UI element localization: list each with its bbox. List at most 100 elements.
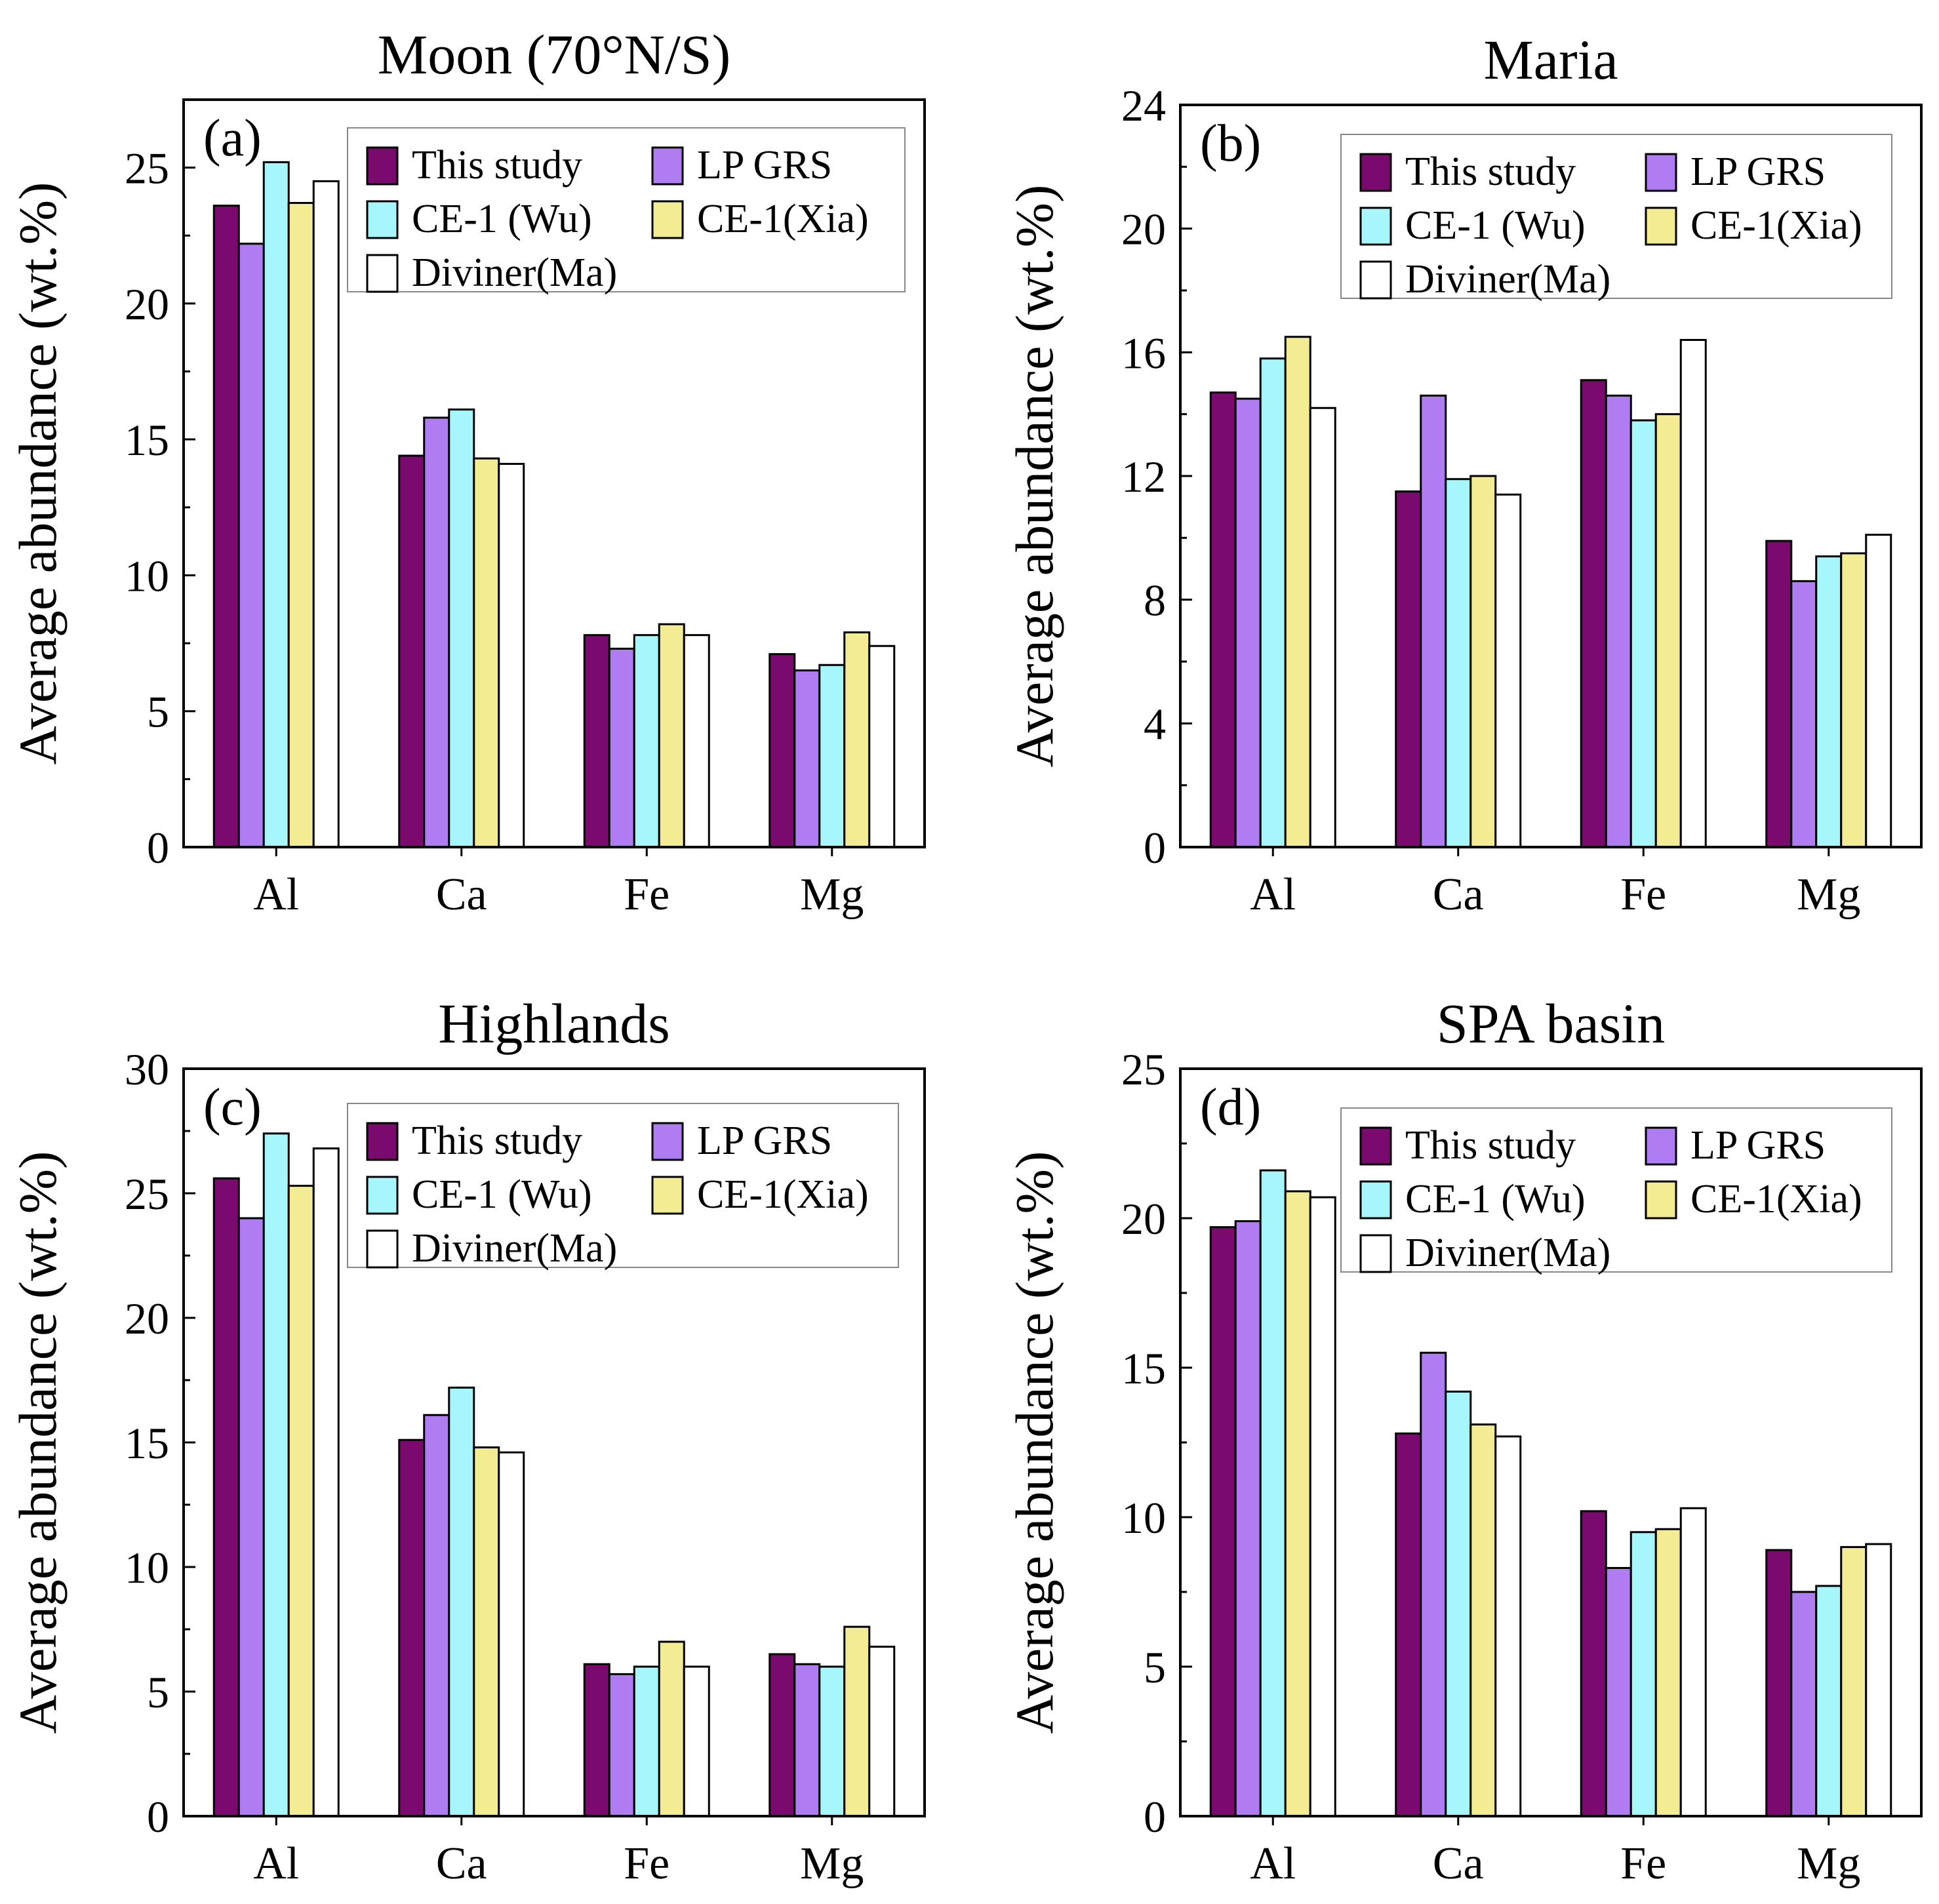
y-axis-label: Average abundance (wt.%) <box>8 182 68 765</box>
bar <box>1395 490 1422 848</box>
y-tick-label: 0 <box>1144 1792 1166 1842</box>
legend-label: CE-1 (Wu) <box>1405 203 1586 248</box>
bar <box>608 1673 635 1817</box>
bar <box>1395 1432 1422 1817</box>
bar <box>1679 1507 1707 1817</box>
legend-swatch <box>1359 153 1392 192</box>
bar <box>262 1132 290 1817</box>
bar <box>398 1438 426 1817</box>
bar <box>1209 391 1237 848</box>
bar <box>237 1217 265 1817</box>
legend-swatch <box>651 1122 684 1161</box>
y-tick-label: 0 <box>147 1792 169 1842</box>
legend-label: This study <box>412 1119 582 1163</box>
y-tick-label: 20 <box>125 279 169 329</box>
chart-title: Maria <box>1483 28 1618 91</box>
chart-panel: Highlands Average abundance (wt.%) Al Ca Fe M… <box>8 992 926 1889</box>
y-tick-label: 15 <box>125 1418 169 1468</box>
y-tick-label: 5 <box>147 1667 169 1717</box>
legend-swatch <box>366 200 399 239</box>
chart-title: Highlands <box>438 992 670 1055</box>
x-tick-label: Fe <box>1620 1838 1666 1889</box>
legend-swatch <box>1359 1180 1392 1220</box>
x-tick-label: Ca <box>1433 1838 1484 1889</box>
bar <box>1580 1510 1607 1817</box>
legend-label: CE-1 (Wu) <box>1405 1177 1586 1221</box>
legend-swatch <box>1645 153 1677 192</box>
bar <box>633 1665 660 1817</box>
legend-frame <box>1340 134 1892 299</box>
bar <box>843 631 871 848</box>
bar <box>1765 1549 1793 1817</box>
bar <box>1840 552 1868 848</box>
x-tick-label: Fe <box>1620 869 1666 920</box>
bar <box>212 1177 240 1817</box>
bar <box>658 623 685 848</box>
bar <box>868 645 896 848</box>
bar <box>1259 1169 1287 1817</box>
chart-title: SPA basin <box>1437 992 1665 1055</box>
legend: This study LP GRS CE-1 (Wu) CE-1(Xia) Divine… <box>1340 134 1892 302</box>
bar <box>583 634 610 848</box>
bar <box>818 664 846 848</box>
y-axis-label: Average abundance (wt.%) <box>1005 1151 1064 1734</box>
bar <box>1494 1435 1522 1817</box>
legend-swatch <box>651 146 684 186</box>
panel-label: (a) <box>203 109 262 167</box>
bar <box>1469 1423 1497 1817</box>
x-tick-label: Al <box>253 1838 299 1889</box>
legend-label: Diviner(Ma) <box>412 1226 617 1271</box>
bar <box>287 1185 315 1817</box>
bar <box>423 1414 450 1817</box>
bar <box>473 457 500 848</box>
bar <box>583 1663 610 1817</box>
chart-panel: Maria Average abundance (wt.%) Al Ca Fe Mg 0 4 8… <box>1005 28 1923 920</box>
plot-frame <box>1179 104 1923 848</box>
legend-swatch <box>366 1176 399 1215</box>
bar <box>1234 397 1262 848</box>
legend-label: This study <box>1405 149 1576 194</box>
y-tick-label: 0 <box>1144 823 1166 873</box>
legend-swatch <box>1645 207 1677 246</box>
bar <box>1865 534 1892 848</box>
bar <box>1209 1226 1237 1817</box>
bar <box>658 1640 685 1817</box>
bar <box>1469 475 1497 848</box>
chart-panel: Moon (70°N/S) Average abundance (wt.%) Al C… <box>8 23 926 920</box>
x-tick-label: Mg <box>1797 869 1860 920</box>
x-tick-label: Ca <box>436 869 487 920</box>
y-axis-label: Average abundance (wt.%) <box>8 1151 68 1734</box>
legend-label: LP GRS <box>697 1119 832 1163</box>
bar <box>818 1665 846 1817</box>
bar <box>1765 540 1793 848</box>
bar <box>769 653 796 848</box>
legend-swatch <box>651 200 684 239</box>
bar <box>1654 413 1682 848</box>
legend-frame <box>347 1103 899 1268</box>
bar <box>1679 338 1707 848</box>
panel-label: (b) <box>1200 115 1261 172</box>
bar <box>1629 419 1657 848</box>
legend-swatch <box>1359 1234 1392 1273</box>
legend-frame <box>1340 1107 1892 1273</box>
y-tick-label: 20 <box>1121 205 1166 254</box>
bar <box>237 243 265 848</box>
legend-frame <box>347 127 906 292</box>
bar <box>448 1386 475 1817</box>
panel-label: (c) <box>203 1079 262 1136</box>
bar <box>793 669 821 848</box>
bar <box>498 462 525 848</box>
bar <box>312 180 340 848</box>
bar <box>1284 1190 1311 1817</box>
y-tick-label: 10 <box>125 551 169 601</box>
legend-swatch <box>366 146 399 186</box>
bar <box>1234 1220 1262 1817</box>
legend-swatch <box>1359 260 1392 300</box>
legend-swatch <box>1359 1126 1392 1166</box>
plot-frame <box>182 98 926 848</box>
legend-label: Diviner(Ma) <box>1405 1231 1610 1275</box>
bar <box>769 1653 796 1817</box>
y-tick-label: 16 <box>1121 328 1166 378</box>
plot-frame <box>1179 1067 1923 1817</box>
bar <box>683 1665 710 1817</box>
